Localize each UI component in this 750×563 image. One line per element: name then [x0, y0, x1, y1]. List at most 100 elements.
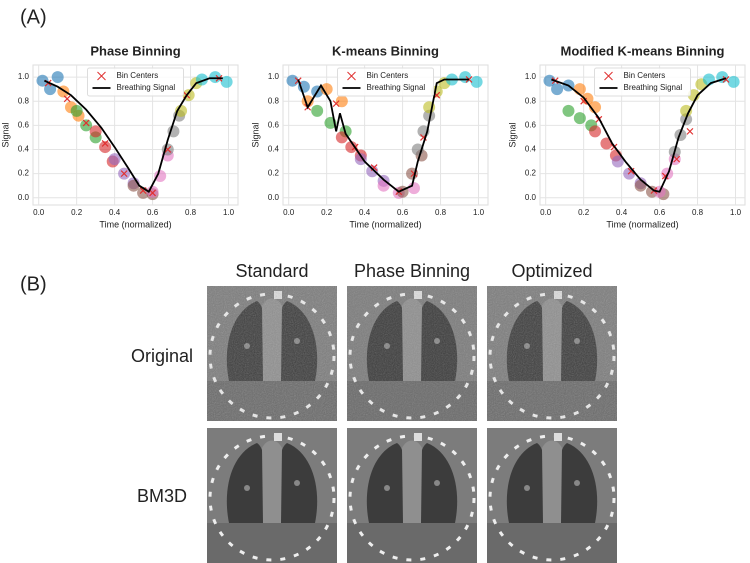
- legend-label: Breathing Signal: [117, 83, 176, 92]
- y-tick-label: 0.2: [18, 169, 30, 178]
- panel-label: (B): [20, 273, 47, 295]
- scatter-point: [634, 179, 647, 192]
- row-label: BM3D: [137, 486, 187, 506]
- x-axis-label: Time (normalized): [606, 219, 678, 229]
- y-tick-label: 0.6: [268, 120, 280, 129]
- bin-center: [149, 189, 157, 197]
- bin-center: [332, 100, 340, 108]
- y-tick-label: 0.0: [268, 193, 280, 202]
- bin-center: [686, 127, 694, 135]
- legend-box: [87, 67, 184, 97]
- scatter-point: [108, 153, 121, 166]
- y-tick-label: 1.0: [525, 72, 537, 81]
- x-tick-label: 0.6: [397, 208, 409, 217]
- scatter-point: [345, 141, 358, 154]
- scatter-point: [551, 83, 564, 96]
- scatter-point: [335, 95, 348, 108]
- scatter-point: [354, 153, 367, 166]
- x-axis-label: Time (normalized): [349, 219, 421, 229]
- y-axis-label: Signal: [250, 122, 260, 147]
- y-tick-label: 1.0: [18, 72, 30, 81]
- image-grid: (B): [20, 273, 617, 563]
- x-tick-label: 0.0: [33, 208, 45, 217]
- breathing-line: [44, 77, 223, 194]
- legend-marker: [97, 71, 106, 81]
- x-tick-label: 0.4: [359, 208, 371, 217]
- legend-marker: [347, 71, 356, 81]
- legend-label: Bin Centers: [117, 71, 159, 80]
- y-tick-label: 0.0: [525, 193, 537, 202]
- legend-marker: [604, 71, 613, 81]
- bin-center: [673, 155, 681, 163]
- bin-center: [627, 167, 635, 175]
- scatter-point: [562, 104, 575, 117]
- y-tick-label: 0.2: [525, 169, 537, 178]
- breathing-line: [297, 78, 470, 193]
- row-label: Original: [131, 346, 193, 366]
- scatter-point: [286, 74, 299, 87]
- legend-label: Breathing Signal: [624, 83, 683, 92]
- ct-image: [347, 428, 477, 563]
- scatter-point: [459, 71, 472, 84]
- scatter-point: [470, 75, 483, 88]
- legend-label: Breathing Signal: [367, 83, 426, 92]
- x-tick-label: 0.4: [109, 208, 121, 217]
- scatter-point: [611, 155, 624, 168]
- bin-center: [465, 76, 473, 83]
- scatter-point: [320, 83, 333, 96]
- x-tick-label: 1.0: [473, 208, 485, 217]
- noise-overlay: [347, 286, 477, 421]
- scatter-point: [407, 182, 420, 195]
- x-axis-label: Time (normalized): [99, 219, 171, 229]
- noise-overlay: [487, 286, 617, 421]
- bin-center: [101, 140, 109, 147]
- y-axis-label: Signal: [507, 122, 517, 147]
- panel-label: (A): [20, 6, 47, 28]
- legend-box: [594, 67, 691, 97]
- y-tick-label: 0.4: [18, 145, 30, 154]
- bin-center: [82, 119, 90, 127]
- y-tick-label: 1.0: [268, 72, 280, 81]
- ct-image: [487, 428, 617, 563]
- scatter-point: [423, 109, 436, 122]
- y-tick-label: 0.8: [18, 96, 30, 105]
- scatter-point: [366, 165, 379, 178]
- scatter-point: [311, 104, 324, 117]
- scatter-point: [89, 125, 102, 138]
- chart-title: Phase Binning: [90, 43, 180, 58]
- scatter-point: [70, 104, 83, 117]
- breathing-line: [551, 77, 727, 193]
- x-tick-label: 0.0: [283, 208, 295, 217]
- x-tick-label: 0.4: [616, 208, 628, 217]
- x-tick-label: 0.0: [540, 208, 552, 217]
- legend-box: [337, 67, 434, 97]
- y-tick-label: 0.4: [525, 145, 537, 154]
- scatter-point: [99, 141, 112, 154]
- column-header: Phase Binning: [354, 261, 470, 281]
- scatter-point: [573, 112, 586, 125]
- x-tick-label: 0.2: [578, 208, 590, 217]
- scatter-point: [127, 179, 140, 192]
- x-tick-label: 1.0: [223, 208, 235, 217]
- scatter-point: [220, 75, 233, 88]
- y-tick-label: 0.6: [18, 120, 30, 129]
- scatter-point: [727, 75, 740, 88]
- x-tick-label: 0.2: [321, 208, 333, 217]
- column-header: Standard: [235, 261, 308, 281]
- scatter-point: [154, 170, 167, 183]
- y-tick-label: 0.2: [268, 169, 280, 178]
- x-tick-label: 0.6: [654, 208, 666, 217]
- bin-center: [120, 170, 128, 178]
- bin-center: [722, 76, 730, 83]
- x-tick-label: 0.8: [435, 208, 447, 217]
- scatter-point: [589, 125, 602, 138]
- y-axis-label: Signal: [0, 122, 10, 147]
- ct-image: [207, 428, 337, 563]
- y-tick-label: 0.4: [268, 145, 280, 154]
- chart-title: K-means Binning: [332, 43, 439, 58]
- scatter-point: [680, 104, 693, 117]
- x-tick-label: 0.8: [185, 208, 197, 217]
- chart-title: Modified K-means Binning: [561, 43, 725, 58]
- legend-label: Bin Centers: [624, 71, 666, 80]
- noise-overlay: [207, 286, 337, 421]
